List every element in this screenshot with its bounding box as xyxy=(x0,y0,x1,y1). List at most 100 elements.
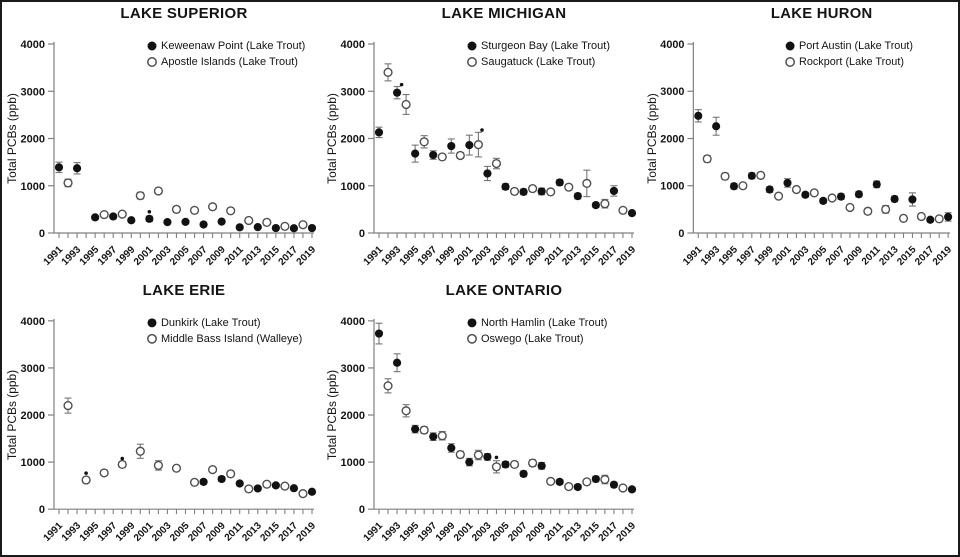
x-tick-label: 2015 xyxy=(578,520,602,544)
data-point-filled xyxy=(374,128,384,137)
y-tick-label: 1000 xyxy=(341,181,365,193)
data-point-open xyxy=(582,178,592,188)
data-point-filled xyxy=(712,122,721,131)
y-tick-label: 4000 xyxy=(341,316,365,328)
data-point-filled xyxy=(411,149,420,158)
data-point-open xyxy=(863,206,873,216)
y-tick-label: 1000 xyxy=(21,457,45,469)
x-tick-label: 2017 xyxy=(597,244,621,268)
data-point-filled xyxy=(199,220,208,229)
data-point-open xyxy=(809,188,819,198)
x-tick-label: 2013 xyxy=(560,244,584,268)
data-point-open xyxy=(618,483,628,493)
axes xyxy=(373,42,634,234)
significance-asterisk xyxy=(147,209,152,214)
x-tick-label: 2013 xyxy=(877,244,901,268)
chart-title: LAKE MICHIGAN xyxy=(442,5,567,22)
data-point-filled xyxy=(890,194,899,204)
y-axis-ticks: 0 1000 2000 3000 4000 xyxy=(341,39,374,240)
lake-ontario-chart: LAKE ONTARIO0100020003000400019911993199… xyxy=(325,282,638,544)
data-point-open xyxy=(298,220,308,230)
data-point-open xyxy=(117,459,127,470)
legend-filled-circle-icon xyxy=(785,41,795,51)
x-tick-label: 2017 xyxy=(913,244,937,268)
y-axis-ticks: 0 1000 2000 3000 4000 xyxy=(660,39,694,240)
data-point-open xyxy=(845,202,855,213)
legend-open-circle-icon xyxy=(147,333,157,344)
series-filled xyxy=(54,163,317,233)
x-axis-ticks: 1991199319951997199920012003200520072009… xyxy=(681,233,955,268)
data-point-open xyxy=(473,450,483,460)
data-point-filled xyxy=(854,190,863,199)
data-point-open xyxy=(63,401,73,411)
x-tick-label: 2003 xyxy=(470,520,494,544)
legend-open-circle-icon xyxy=(467,57,477,67)
x-axis-ticks: 1991199319951997199920012003200520072009… xyxy=(42,509,318,544)
data-point-open xyxy=(916,211,926,222)
data-point-open xyxy=(756,170,766,180)
x-tick-label: 1993 xyxy=(380,520,404,544)
data-point-open xyxy=(298,489,308,499)
x-tick-label: 1999 xyxy=(114,520,138,544)
y-tick-label: 2000 xyxy=(660,133,684,145)
significance-markers xyxy=(399,82,484,132)
data-point-filled xyxy=(501,460,510,469)
y-tick-label: 3000 xyxy=(341,86,365,98)
data-point-filled xyxy=(747,171,756,180)
legend-open-circle-icon xyxy=(147,57,157,67)
data-point-open xyxy=(618,205,628,215)
empty-cell xyxy=(642,279,958,555)
data-point-filled xyxy=(253,222,262,232)
data-point-filled xyxy=(609,186,619,196)
lake-huron-chart: LAKE HURON010002000300040001991199319951… xyxy=(645,6,955,268)
x-tick-label: 2009 xyxy=(524,520,548,544)
chart-title: LAKE SUPERIOR xyxy=(120,5,247,22)
x-tick-label: 2001 xyxy=(452,520,476,544)
x-tick-label: 1995 xyxy=(398,520,422,544)
significance-asterisk xyxy=(399,82,404,87)
x-tick-label: 1993 xyxy=(60,520,84,544)
x-axis-ticks: 1991199319951997199920012003200520072009… xyxy=(42,233,318,268)
series-open xyxy=(63,178,308,231)
legend-label: Oswego (Lake Trout) xyxy=(481,333,584,345)
x-tick-label: 1993 xyxy=(380,244,404,268)
data-point-filled xyxy=(181,217,190,226)
x-tick-label: 2005 xyxy=(168,244,192,268)
y-axis-label: Total PCBs (ppb) xyxy=(325,370,339,460)
legend: North Hamlin (Lake Trout) Oswego (Lake Tr… xyxy=(467,317,607,345)
chart-title: LAKE ERIE xyxy=(143,282,226,299)
data-point-filled xyxy=(199,477,208,486)
data-point-open xyxy=(262,479,272,489)
x-tick-label: 2007 xyxy=(186,244,210,268)
y-tick-label: 3000 xyxy=(21,363,45,375)
legend-label: Saugatuck (Lake Trout) xyxy=(481,56,595,68)
data-point-filled xyxy=(271,481,280,490)
axes xyxy=(53,318,314,510)
data-point-filled xyxy=(235,223,244,232)
x-tick-label: 2007 xyxy=(506,244,530,268)
panel-lake-erie: LAKE ERIE 0 1000 2000 3000 4000 1991 1993 1995 19… xyxy=(2,279,322,555)
x-tick-label: 1991 xyxy=(42,520,66,544)
data-point-filled xyxy=(819,196,828,205)
x-tick-label: 1997 xyxy=(416,520,440,544)
data-point-open xyxy=(898,213,909,223)
x-tick-label: 1993 xyxy=(699,244,723,268)
data-point-filled xyxy=(801,190,810,199)
axes xyxy=(373,318,634,510)
x-tick-label: 2017 xyxy=(277,520,301,544)
data-point-filled xyxy=(609,480,619,489)
data-point-filled xyxy=(694,111,703,120)
data-point-open xyxy=(791,184,801,195)
series-open xyxy=(702,154,944,224)
data-point-open xyxy=(63,178,73,188)
data-point-open xyxy=(401,406,411,416)
x-tick-label: 1997 xyxy=(735,244,759,268)
y-axis-label: Total PCBs (ppb) xyxy=(5,93,19,184)
data-point-open xyxy=(401,99,411,110)
x-tick-label: 2011 xyxy=(543,244,566,267)
x-tick-label: 2009 xyxy=(204,520,228,544)
x-tick-label: 1993 xyxy=(60,244,84,268)
data-point-open xyxy=(455,150,465,161)
data-point-open xyxy=(600,474,610,485)
data-point-filled xyxy=(573,192,582,201)
